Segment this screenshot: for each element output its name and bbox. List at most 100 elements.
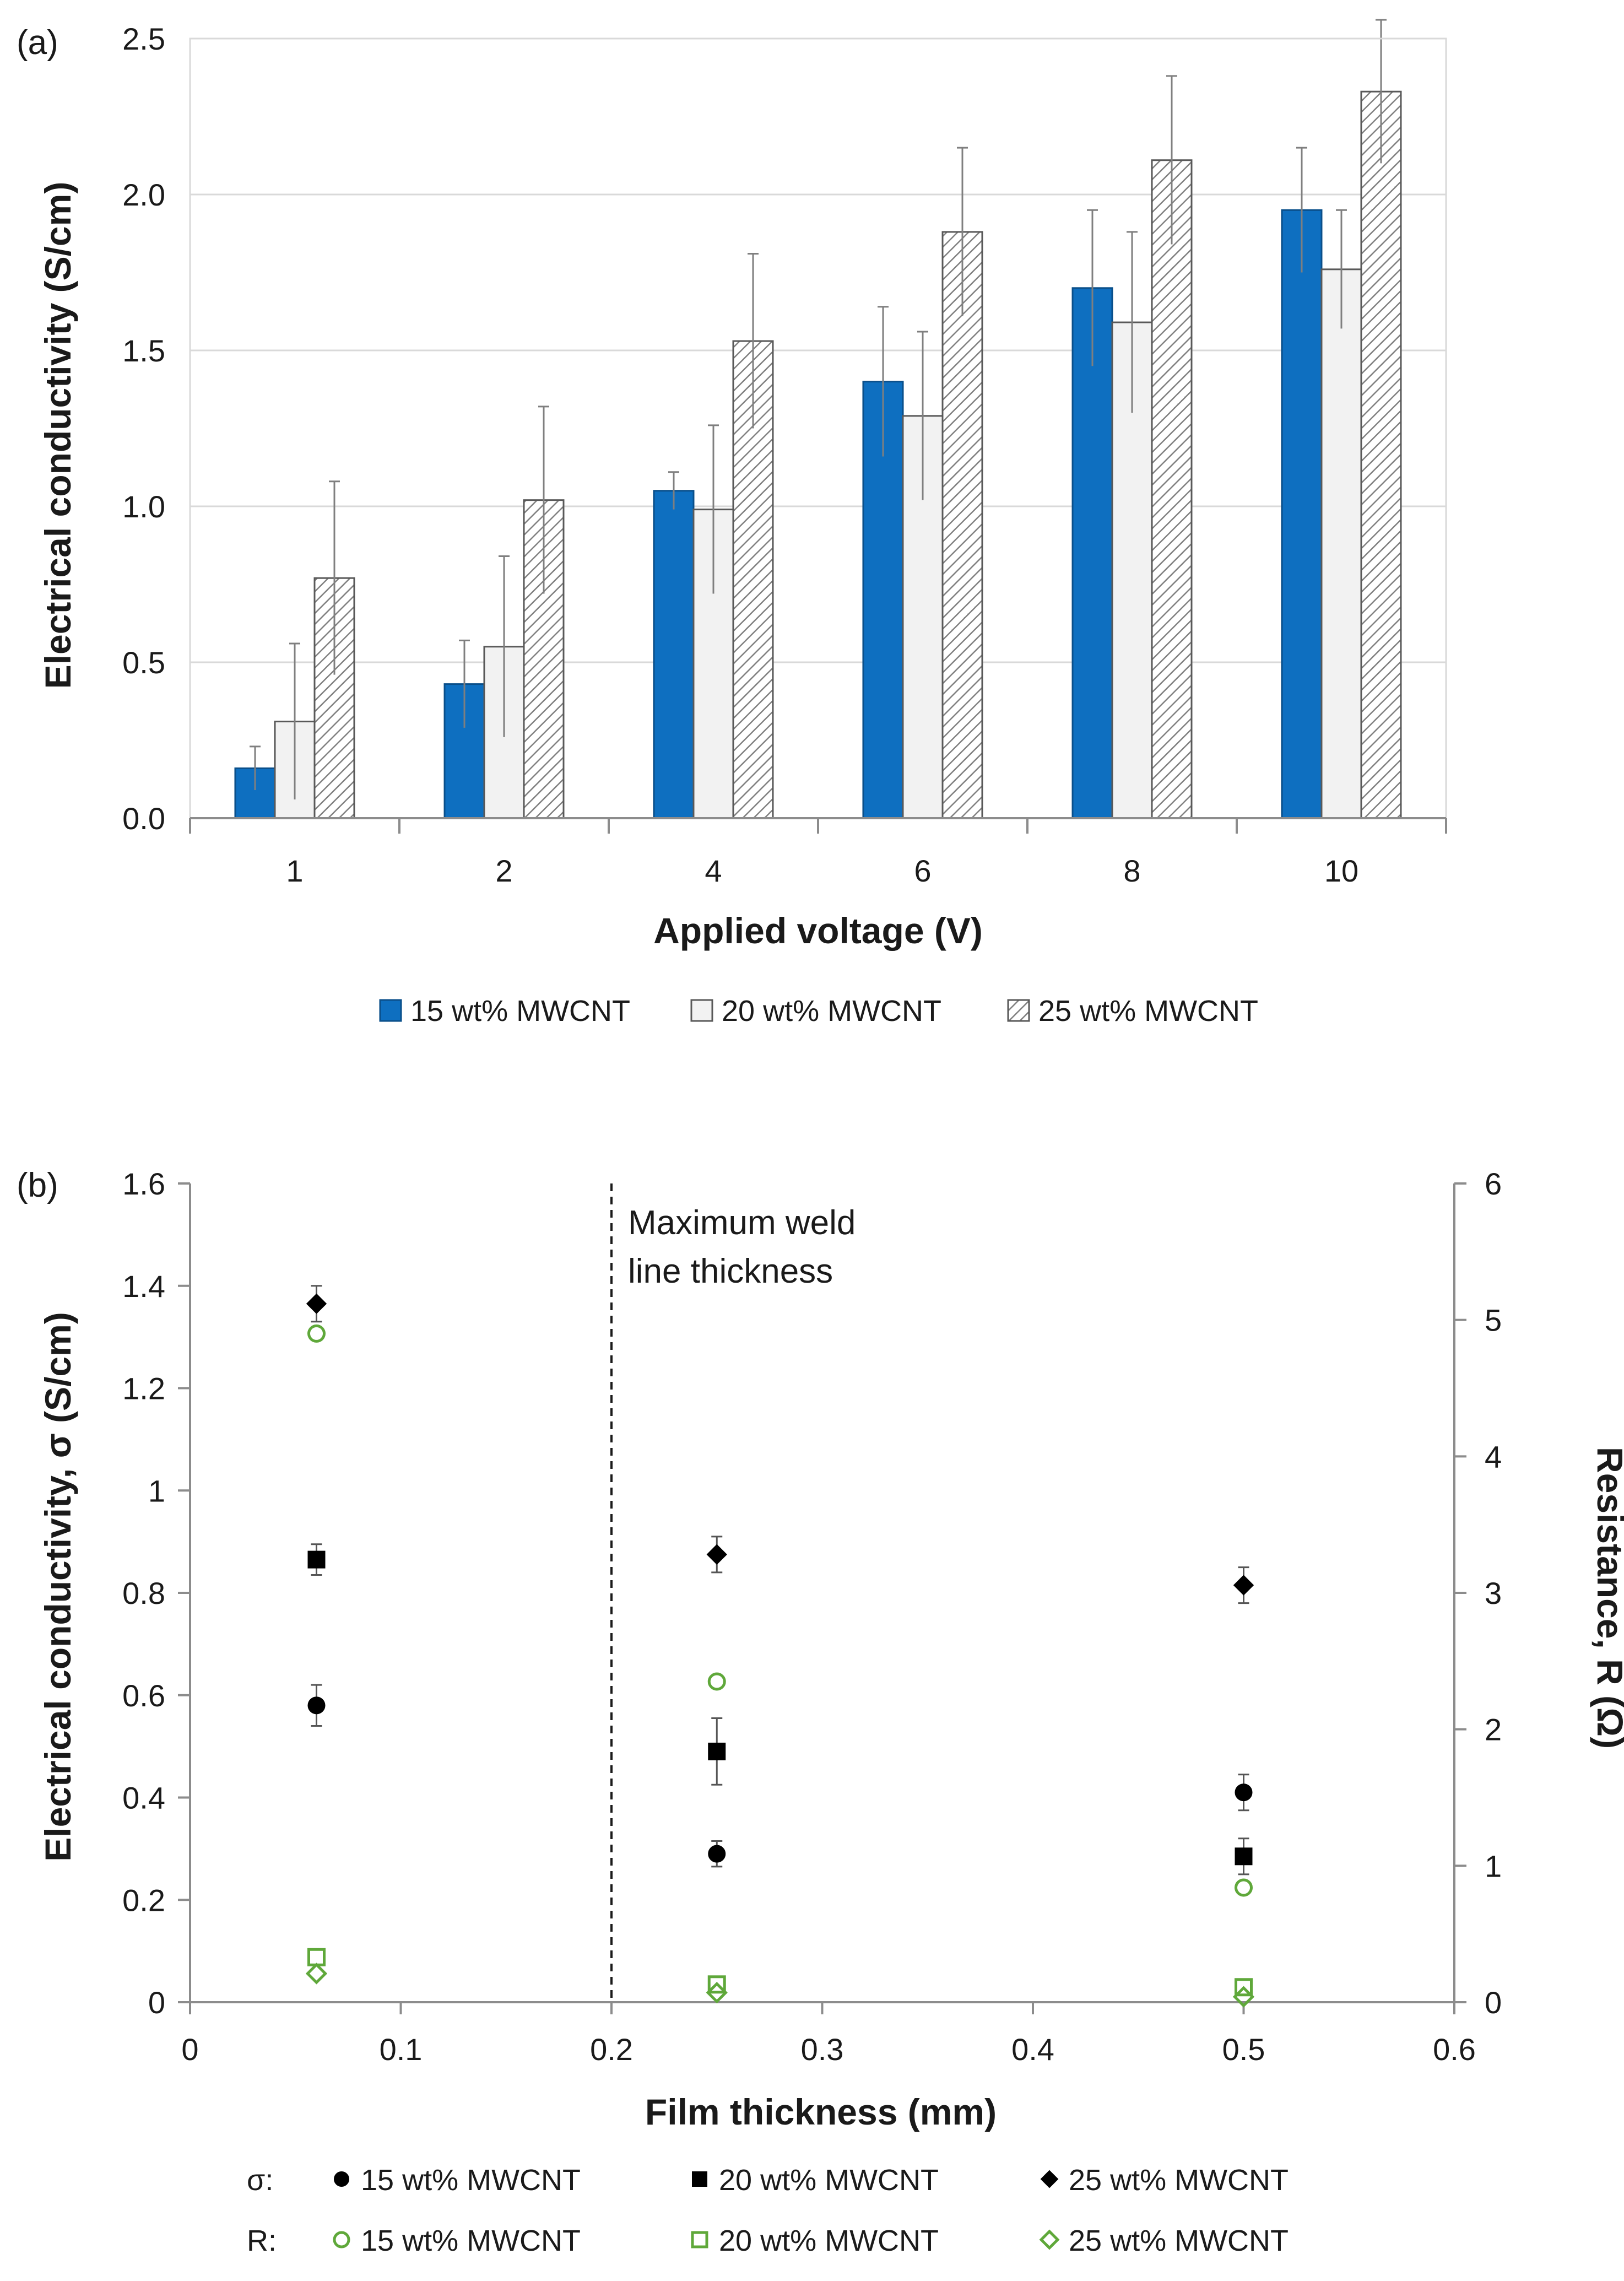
x-tick-label: 0.6 <box>1433 2032 1476 2067</box>
y-tick-label: 0.8 <box>122 1576 165 1610</box>
data-point-circle <box>708 1845 726 1863</box>
legend-swatch <box>690 999 713 1022</box>
panel-a-label: (a) <box>17 24 58 62</box>
panel-b-x-axis-title: Film thickness (mm) <box>645 2091 997 2132</box>
data-point-square <box>707 1975 726 1994</box>
legend-marker-circle <box>333 2231 350 2248</box>
x-tick-label: 0.3 <box>801 2032 844 2067</box>
legend-marker-square <box>692 2171 707 2187</box>
x-tick-label: 0.1 <box>380 2032 423 2067</box>
panel-a-y-tick-labels: 0.0 0.5 1.0 1.5 2.0 2.5 <box>122 21 165 836</box>
y2-tick-label: 1 <box>1485 1848 1502 1883</box>
bar <box>941 231 983 819</box>
data-point-diamond <box>305 1963 328 1985</box>
y-tick-label: 1.6 <box>122 1166 165 1201</box>
panel-a-x-axis-title: Applied voltage (V) <box>653 910 983 951</box>
legend-marker-diamond <box>1040 2170 1059 2188</box>
y-tick-label: 2.0 <box>122 177 165 212</box>
panel-a-y-axis-title: Electrical conductivity (S/cm) <box>37 182 78 689</box>
panel-b-data-points <box>305 1285 1255 2008</box>
data-point-diamond <box>1232 1986 1255 2008</box>
bar <box>1281 209 1323 819</box>
y-tick-label: 0.6 <box>122 1678 165 1713</box>
panel-b-left-y-tick-labels: 0 0.2 0.4 0.6 0.8 1 1.2 1.4 1.6 <box>122 1166 165 2020</box>
legend-marker-square <box>691 2231 708 2248</box>
panel-a-bars <box>234 19 1402 819</box>
legend-label: 15 wt% MWCNT <box>361 2224 581 2257</box>
y-tick-label: 1 <box>148 1473 165 1508</box>
y2-tick-label: 0 <box>1485 1985 1502 2020</box>
y2-tick-label: 3 <box>1485 1576 1502 1610</box>
y-tick-label: 1.0 <box>122 489 165 524</box>
panel-b-y2-axis-title: Resistance, R (Ω) <box>1590 1447 1624 1749</box>
data-point-square <box>1235 1847 1253 1866</box>
data-point-square <box>708 1742 726 1760</box>
data-point-circle <box>1235 1878 1253 1897</box>
legend-label: 15 wt% MWCNT <box>361 2164 581 2197</box>
bar <box>1071 287 1113 819</box>
data-point-circle <box>307 1696 326 1715</box>
y-tick-label: 0.2 <box>122 1883 165 1917</box>
legend-label: 15 wt% MWCNT <box>410 994 630 1028</box>
panel-b-legend: σ: R: 15 wt% MWCNT 20 wt% MWCNT 25 wt% MWCNT… <box>247 2164 1289 2257</box>
data-point-circle <box>1235 1783 1253 1802</box>
legend-swatch <box>379 999 402 1022</box>
y2-tick-label: 5 <box>1485 1303 1502 1338</box>
legend-row-label-resistance: R: <box>247 2224 277 2257</box>
panel-b-y-axis-title: Electrical conductivity, σ (S/cm) <box>37 1312 78 1862</box>
data-point-square <box>307 1948 326 1966</box>
bar <box>1151 159 1193 819</box>
panel-a-x-tick-labels: 1 2 4 6 8 10 <box>286 853 1358 888</box>
plot-area-border <box>189 37 1447 819</box>
bar <box>653 490 695 819</box>
y-tick-label: 0 <box>148 1985 165 2020</box>
panel-a-gridlines <box>190 37 1446 663</box>
data-point-diamond <box>706 1982 728 2004</box>
y-tick-label: 1.2 <box>122 1371 165 1406</box>
x-tick-label: 6 <box>914 853 931 888</box>
data-point-square <box>307 1550 326 1569</box>
panel-a-axes <box>189 37 1447 834</box>
data-point-circle <box>307 1324 326 1343</box>
panel-b-label: (b) <box>17 1166 58 1204</box>
panel-b-scatter-chart: (b) Maximum weld line thickness 00.20.40… <box>17 1166 1624 2257</box>
x-tick-label: 0.2 <box>590 2032 633 2067</box>
panel-b-x-tick-labels: 0 0.1 0.2 0.3 0.4 0.5 0.6 <box>181 2032 1476 2067</box>
y2-tick-label: 4 <box>1485 1439 1502 1474</box>
data-point-diamond <box>306 1293 327 1314</box>
weld-annotation-line-1: Maximum weld <box>628 1204 856 1242</box>
x-tick-label: 10 <box>1324 853 1358 888</box>
panel-a-legend: 15 wt% MWCNT 20 wt% MWCNT 25 wt% MWCNT <box>379 994 1258 1028</box>
legend-swatch <box>1007 999 1030 1022</box>
bar <box>1360 90 1402 819</box>
legend-label: 20 wt% MWCNT <box>719 2224 939 2257</box>
y-tick-label: 0.5 <box>122 645 165 680</box>
legend-label: 25 wt% MWCNT <box>1069 2164 1289 2197</box>
x-tick-label: 8 <box>1123 853 1140 888</box>
x-tick-label: 0.5 <box>1222 2032 1265 2067</box>
x-tick-label: 0.4 <box>1011 2032 1054 2067</box>
panel-b-axes <box>178 1182 1466 2014</box>
x-tick-label: 2 <box>495 853 512 888</box>
panel-a-bar-chart: (a) 0.0 0.5 1.0 1.5 2.0 2.5 1 2 4 6 8 10 Applied v… <box>17 19 1447 1028</box>
y-tick-label: 0.4 <box>122 1781 165 1815</box>
legend-marker-circle <box>334 2171 349 2187</box>
y-tick-label: 1.5 <box>122 333 165 368</box>
data-point-diamond <box>1233 1575 1254 1596</box>
legend-label: 25 wt% MWCNT <box>1038 994 1258 1028</box>
y2-tick-label: 2 <box>1485 1712 1502 1747</box>
legend-row-label-sigma: σ: <box>247 2164 273 2197</box>
legend-marker-diamond <box>1039 2229 1060 2250</box>
x-tick-label: 1 <box>286 853 303 888</box>
weld-annotation-line-2: line thickness <box>628 1252 833 1290</box>
legend-label: 25 wt% MWCNT <box>1069 2224 1289 2257</box>
y-tick-label: 2.5 <box>122 21 165 56</box>
x-tick-label: 4 <box>705 853 722 888</box>
x-tick-label: 0 <box>181 2032 198 2067</box>
data-point-circle <box>707 1672 726 1691</box>
bar <box>1320 268 1362 819</box>
panel-b-right-y-tick-labels: 0 1 2 3 4 5 6 <box>1485 1166 1502 2020</box>
y2-tick-label: 6 <box>1485 1166 1502 1201</box>
legend-label: 20 wt% MWCNT <box>719 2164 939 2197</box>
